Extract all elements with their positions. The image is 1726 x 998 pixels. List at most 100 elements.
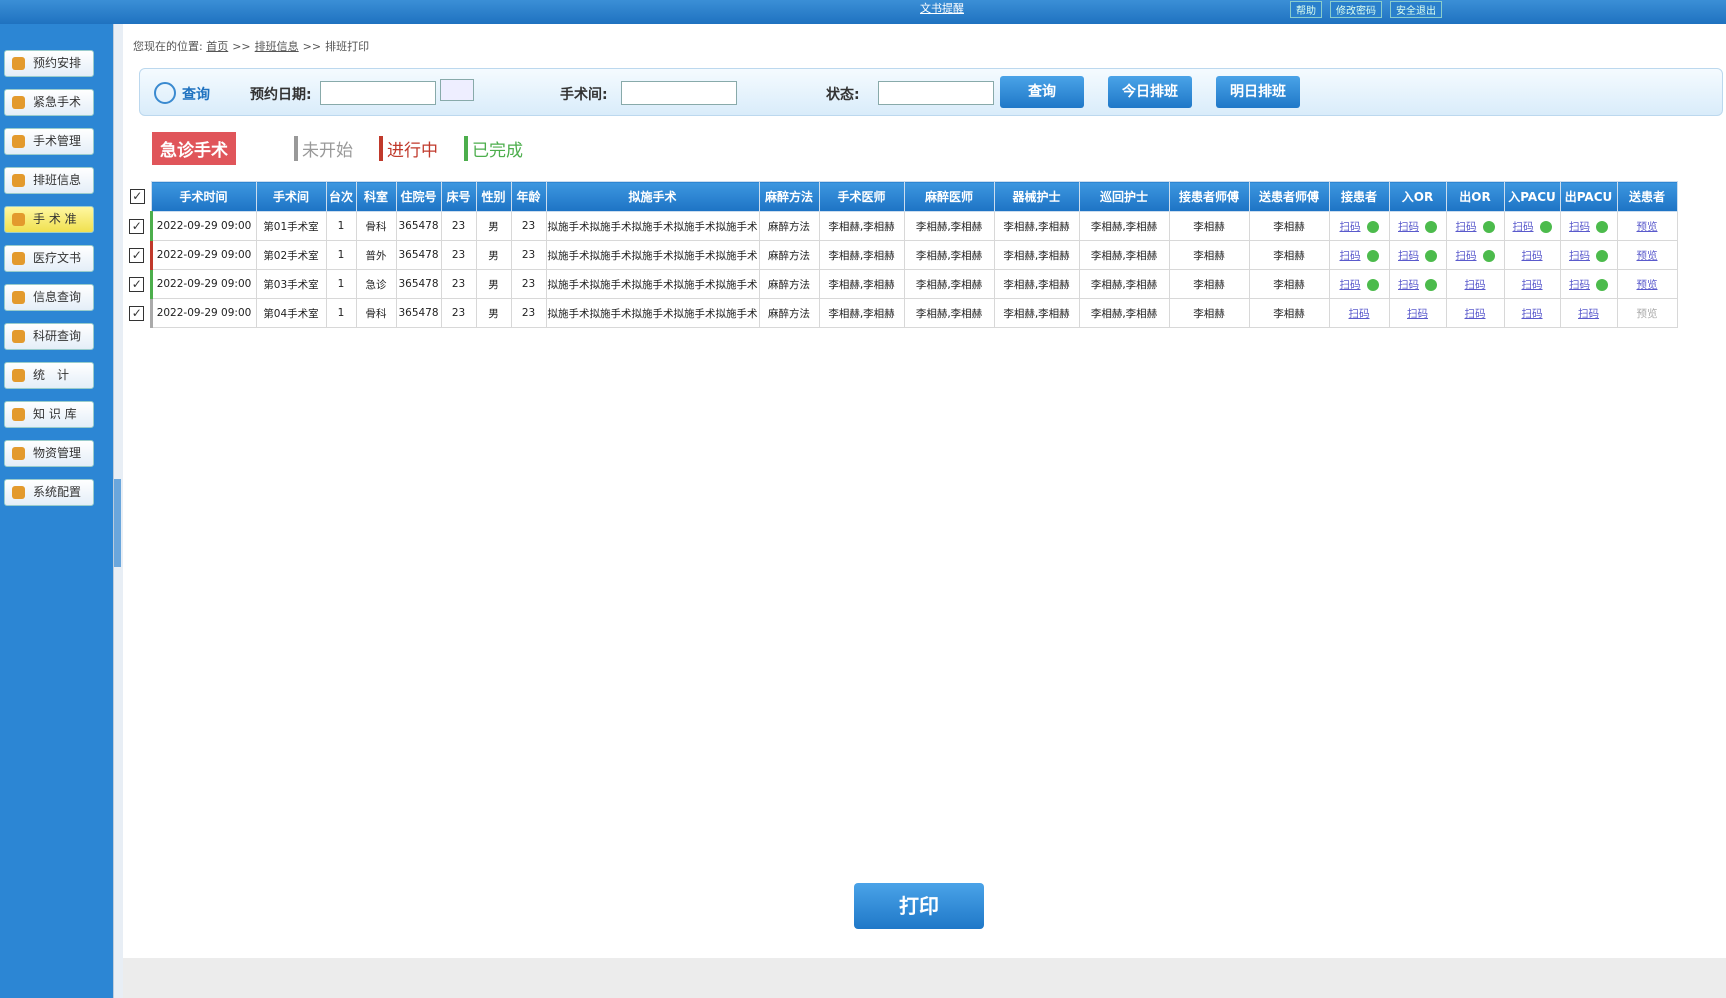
column-header: 住院号 <box>395 181 442 212</box>
scan-link[interactable]: 扫码 <box>1521 249 1543 262</box>
row-checkbox[interactable] <box>129 276 145 292</box>
cell: 李相赫 <box>1168 298 1250 328</box>
scan-link[interactable]: 扫码 <box>1569 220 1590 233</box>
done-icon <box>1425 220 1437 233</box>
top-link[interactable]: 帮助 <box>1290 1 1322 18</box>
cell: 麻醉方法 <box>758 269 820 299</box>
row-checkbox[interactable] <box>129 218 145 234</box>
cell: 23 <box>510 298 547 328</box>
menu-item[interactable]: 排班信息 <box>4 167 94 194</box>
search-button[interactable]: 查询 <box>1000 76 1084 108</box>
cell: 普外 <box>355 240 397 270</box>
cell: 李相赫,李相赫 <box>1078 269 1170 299</box>
select-all-checkbox[interactable] <box>129 189 145 204</box>
menu-item[interactable]: 科研查询 <box>4 323 94 350</box>
done-icon <box>1539 220 1552 233</box>
scan-link[interactable]: 扫码 <box>1348 307 1370 320</box>
cell: 2022-09-29 09:00 <box>149 211 257 241</box>
column-header: 麻醉方法 <box>758 181 820 212</box>
step-cell: 扫码 <box>1503 240 1561 270</box>
menu-item[interactable]: 医疗文书 <box>4 245 94 272</box>
column-header: 性别 <box>475 181 512 212</box>
scan-link[interactable]: 扫码 <box>1464 307 1486 320</box>
preview-link: 预览 <box>1636 307 1658 320</box>
done-icon <box>1366 278 1379 291</box>
crumb-item[interactable]: 排班信息 <box>254 40 299 53</box>
menu-item[interactable]: 手 术 准 <box>4 206 94 233</box>
cell: 李相赫,李相赫 <box>993 298 1080 328</box>
done-icon <box>1366 220 1379 233</box>
column-header: 送患者师傅 <box>1248 181 1330 212</box>
scan-link[interactable]: 扫码 <box>1578 307 1599 320</box>
menu-item[interactable]: 知 识 库 <box>4 401 94 428</box>
row-checkbox[interactable] <box>129 305 145 321</box>
cell: 李相赫,李相赫 <box>903 269 995 299</box>
menu-item[interactable]: 统 计 <box>4 362 94 389</box>
menu-item[interactable]: 系统配置 <box>4 479 94 506</box>
scan-link[interactable]: 扫码 <box>1464 278 1486 291</box>
scan-link[interactable]: 扫码 <box>1339 220 1361 233</box>
scan-link[interactable]: 扫码 <box>1455 220 1477 233</box>
cell: 李相赫 <box>1248 211 1330 241</box>
cell: 李相赫 <box>1168 269 1250 299</box>
room-select[interactable] <box>621 81 737 105</box>
top-link[interactable]: 安全退出 <box>1390 1 1442 18</box>
date-input[interactable] <box>320 81 436 105</box>
cell: 23 <box>440 240 477 270</box>
scan-link[interactable]: 扫码 <box>1398 278 1419 291</box>
scan-link[interactable]: 扫码 <box>1569 249 1590 262</box>
cell: 2022-09-29 09:00 <box>149 269 257 299</box>
cell: 365478 <box>395 240 442 270</box>
main: 您现在的位置: 首页 >> 排班信息 >> 排班打印 查询 预约日期: 手术间: 状态:… <box>123 24 1726 958</box>
breadcrumb: 您现在的位置: 首页 >> 排班信息 >> 排班打印 <box>133 38 369 54</box>
scan-link[interactable]: 扫码 <box>1512 220 1534 233</box>
cell: 李相赫,李相赫 <box>818 269 905 299</box>
done-icon <box>1596 249 1608 262</box>
cell: 李相赫,李相赫 <box>993 211 1080 241</box>
step-cell: 扫码 <box>1445 240 1505 270</box>
scan-link[interactable]: 扫码 <box>1455 249 1477 262</box>
print-button[interactable]: 打印 <box>854 883 984 929</box>
scan-link[interactable]: 扫码 <box>1521 278 1543 291</box>
crumb-item[interactable]: 首页 <box>206 40 229 53</box>
cell: 拟施手术拟施手术拟施手术拟施手术拟施手术 <box>545 240 760 270</box>
cell: 1 <box>325 211 357 241</box>
done-icon <box>1596 220 1608 233</box>
menu-item[interactable]: 预约安排 <box>4 50 94 77</box>
column-header: 接患者 <box>1328 181 1390 212</box>
scan-link[interactable]: 扫码 <box>1398 220 1419 233</box>
sidebar: 预约安排紧急手术手术管理排班信息手 术 准医疗文书信息查询科研查询统 计知 识 … <box>0 24 113 998</box>
select-all-cell <box>124 181 151 212</box>
preview-link[interactable]: 预览 <box>1636 220 1658 233</box>
column-header: 入OR <box>1388 181 1447 212</box>
splitter[interactable] <box>113 24 123 998</box>
cell: 365478 <box>395 269 442 299</box>
scan-link[interactable]: 扫码 <box>1569 278 1590 291</box>
status-select[interactable] <box>878 81 994 105</box>
menu-item[interactable]: 手术管理 <box>4 128 94 155</box>
cell: 第02手术室 <box>255 240 327 270</box>
menu-item[interactable]: 物资管理 <box>4 440 94 467</box>
search-button[interactable]: 明日排班 <box>1216 76 1300 108</box>
search-button[interactable]: 今日排班 <box>1108 76 1192 108</box>
scan-link[interactable]: 扫码 <box>1398 249 1419 262</box>
top-link[interactable]: 修改密码 <box>1330 1 1382 18</box>
scan-link[interactable]: 扫码 <box>1521 307 1543 320</box>
date-picker[interactable] <box>440 79 474 101</box>
header-row: 手术时间手术间台次科室住院号床号性别年龄拟施手术麻醉方法手术医师麻醉医师器械护士… <box>124 181 1678 212</box>
preview-link[interactable]: 预览 <box>1636 278 1658 291</box>
date-label: 预约日期: <box>250 87 312 103</box>
search-title: 查询 <box>182 87 210 103</box>
menu-item[interactable]: 紧急手术 <box>4 89 94 116</box>
cell: 365478 <box>395 298 442 328</box>
scan-link[interactable]: 扫码 <box>1407 307 1428 320</box>
preview-cell: 预览 <box>1616 269 1678 299</box>
scan-link[interactable]: 扫码 <box>1339 278 1361 291</box>
search-bar: 查询 预约日期: 手术间: 状态: 查询 今日排班 明日排班 <box>139 68 1723 116</box>
scan-link[interactable]: 扫码 <box>1339 249 1361 262</box>
cell: 拟施手术拟施手术拟施手术拟施手术拟施手术 <box>545 269 760 299</box>
row-checkbox[interactable] <box>129 247 145 263</box>
notice-link[interactable]: 文书提醒 <box>920 2 964 15</box>
preview-link[interactable]: 预览 <box>1636 249 1658 262</box>
menu-item[interactable]: 信息查询 <box>4 284 94 311</box>
